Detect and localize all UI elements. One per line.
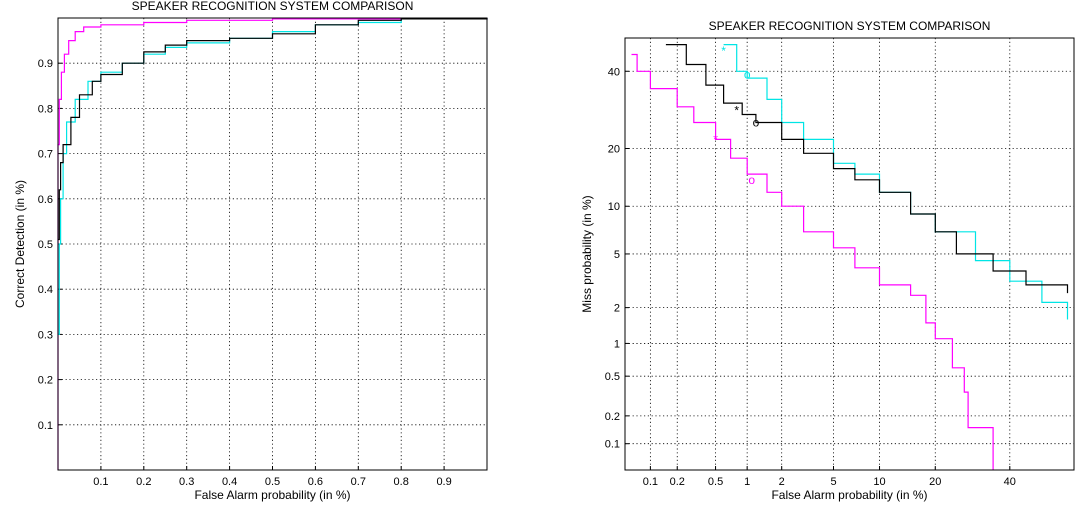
det-series-marker-3: o [753, 115, 760, 129]
roc-y-tick-label: 0.4 [38, 284, 53, 296]
det-plot-frame [624, 37, 1075, 471]
det-x-tick-label: 0.5 [708, 476, 723, 488]
roc-x-tick-label: 0.4 [222, 476, 237, 488]
det-y-tick-label: 40 [608, 66, 620, 78]
det-series-marker-3: * [734, 104, 739, 118]
roc-tick-labels: 0.1 0.2 0.3 0.4 0.5 0.6 0.7 0.8 0.9 0.1 0.2 0.3 0.4 0… [38, 58, 452, 488]
det-y-tick-label: 0.2 [605, 411, 620, 423]
det-x-tick-label: 20 [929, 476, 941, 488]
roc-plot-frame [57, 17, 488, 471]
det-y-tick-label: 10 [608, 201, 620, 213]
det-series-line-1 [631, 53, 994, 470]
det-y-tick-label: 20 [608, 143, 620, 155]
det-x-tick-label: 0.1 [643, 476, 658, 488]
det-y-tick-label: 5 [614, 249, 620, 261]
det-y-tick-label: 1 [614, 338, 620, 350]
det-gridlines [625, 38, 1074, 470]
roc-x-tick-label: 0.5 [265, 476, 280, 488]
roc-x-tick-label: 0.6 [308, 476, 323, 488]
det-series-line-2 [723, 44, 1069, 320]
roc-chart-title: SPEAKER RECOGNITION SYSTEM COMPARISON [132, 0, 414, 13]
roc-y-tick-label: 0.9 [38, 58, 53, 70]
roc-series-line-3 [58, 18, 488, 241]
roc-y-tick-label: 0.6 [38, 194, 53, 206]
roc-y-axis-label: Correct Detection (in %) [13, 180, 27, 308]
roc-x-tick-label: 0.1 [93, 476, 108, 488]
det-chart: * o * o * o 0.1 0.2 0.5 1 2 5 10 20 40 0.1 0.2 0.5 1 2 5 10 2… [580, 19, 1075, 502]
det-x-tick-label: 2 [779, 476, 785, 488]
det-series-group: * o * o * o [631, 44, 1069, 470]
det-series-marker-2: * [721, 44, 726, 58]
det-x-axis-label: False Alarm probability (in %) [771, 488, 927, 502]
roc-y-tick-label: 0.1 [38, 420, 53, 432]
roc-x-tick-label: 0.9 [436, 476, 451, 488]
roc-chart-panel: 0.1 0.2 0.3 0.4 0.5 0.6 0.7 0.8 0.9 0.1 0.2 0.3 0.4 0… [0, 0, 500, 509]
det-x-tick-label: 5 [830, 476, 836, 488]
roc-x-tick-label: 0.3 [179, 476, 194, 488]
roc-y-tick-label: 0.5 [38, 239, 53, 251]
roc-chart: 0.1 0.2 0.3 0.4 0.5 0.6 0.7 0.8 0.9 0.1 0.2 0.3 0.4 0… [13, 0, 488, 502]
det-y-axis-label: Miss probability (in %) [580, 195, 594, 312]
det-chart-panel: * o * o * o 0.1 0.2 0.5 1 2 5 10 20 40 0.1 0.2 0.5 1 2 5 10 2… [560, 0, 1079, 509]
roc-y-tick-label: 0.8 [38, 103, 53, 115]
det-tick-labels: 0.1 0.2 0.5 1 2 5 10 20 40 0.1 0.2 0.5 1 2 5 10 20 40 [605, 66, 1016, 488]
roc-x-axis-label: False Alarm probability (in %) [194, 488, 350, 502]
roc-x-tick-label: 0.7 [351, 476, 366, 488]
roc-series-group [57, 18, 488, 470]
det-x-tick-label: 10 [873, 476, 885, 488]
roc-gridlines [58, 18, 487, 470]
det-x-tick-label: 40 [1004, 476, 1016, 488]
det-series-marker-1: * [713, 132, 718, 146]
det-chart-title: SPEAKER RECOGNITION SYSTEM COMPARISON [709, 19, 991, 33]
roc-series-line-1 [57, 18, 488, 470]
roc-y-tick-label: 0.7 [38, 149, 53, 161]
det-y-tick-label: 0.1 [605, 439, 620, 451]
det-series-marker-2: o [744, 68, 751, 82]
det-y-tick-label: 2 [614, 303, 620, 315]
det-y-tick-label: 0.5 [605, 371, 620, 383]
det-x-tick-label: 1 [744, 476, 750, 488]
det-x-tick-label: 0.2 [670, 476, 685, 488]
det-series-line-3 [665, 44, 1069, 294]
det-series-marker-1: o [748, 173, 755, 187]
roc-y-tick-label: 0.3 [38, 329, 53, 341]
roc-x-tick-label: 0.2 [136, 476, 151, 488]
roc-x-tick-label: 0.8 [394, 476, 409, 488]
roc-y-tick-label: 0.2 [38, 375, 53, 387]
